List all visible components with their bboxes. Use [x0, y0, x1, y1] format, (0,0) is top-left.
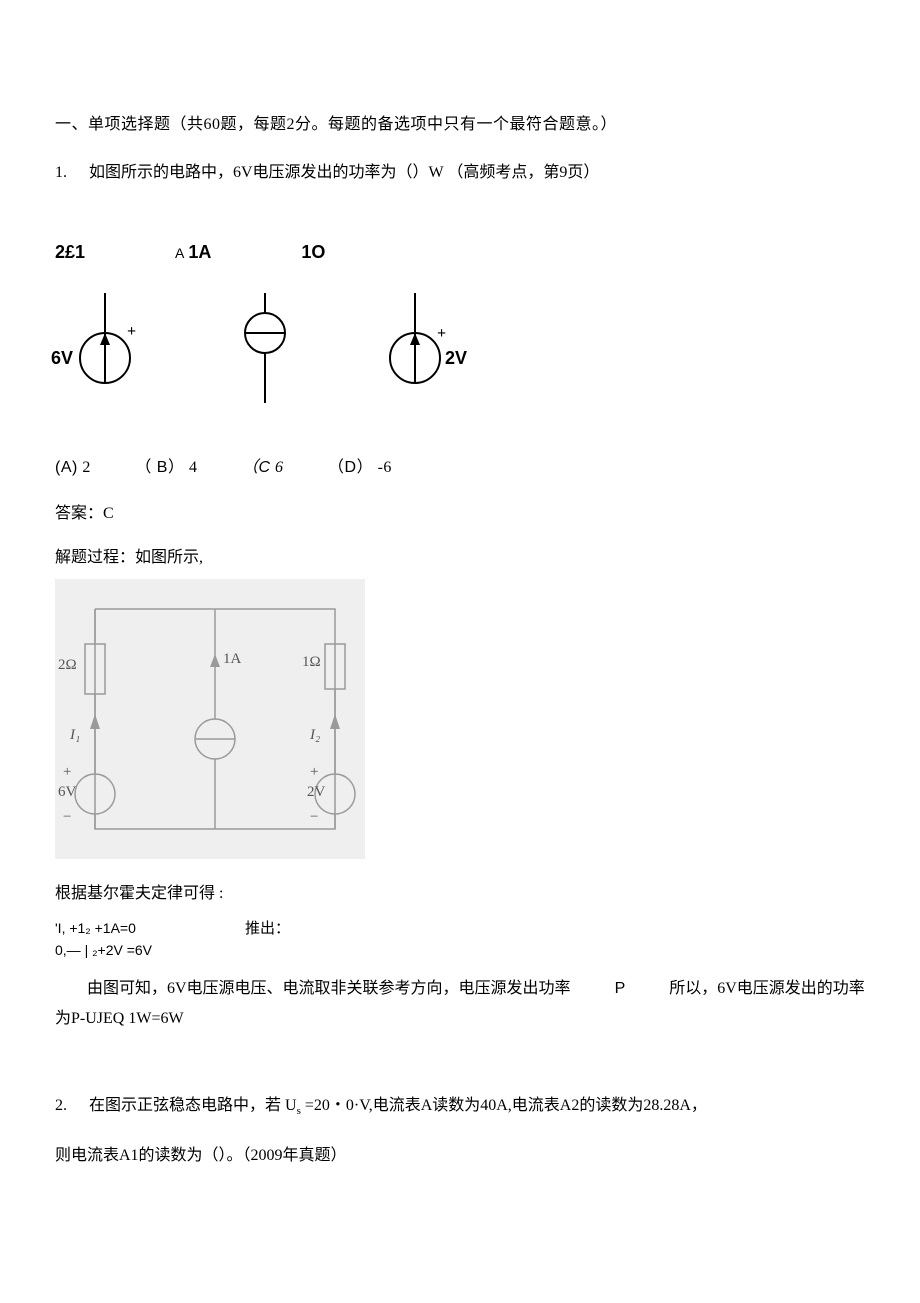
- equation-2: 0,— | ₂+2V =6V: [55, 942, 870, 958]
- diagram-1a: 1A: [223, 651, 241, 668]
- label-r2: 1O: [301, 242, 325, 263]
- diagram-vr-minus: −: [310, 809, 318, 826]
- option-d-label: （D）: [328, 459, 373, 476]
- option-c: （C 6: [242, 453, 284, 477]
- q2-text-b: =20・0·V,电流表A读数为40A,电流表A2的读数为28.28A，: [301, 1097, 707, 1114]
- q1-solution-label: 解题过程：如图所示,: [55, 543, 870, 567]
- q2-line2: 则电流表A1的读数为（）。（2009年真题）: [55, 1141, 870, 1165]
- q1-circuit-symbols: + 6V + 2V: [55, 293, 870, 413]
- label-i-prefix: A: [175, 245, 184, 261]
- option-c-val: 6: [275, 459, 284, 476]
- current-source-mid: [215, 293, 315, 413]
- kirchhoff-statement: 根据基尔霍夫定律可得 :: [55, 879, 870, 903]
- option-a-label: (A): [55, 459, 78, 476]
- voltage-source-right: + 2V: [375, 293, 475, 413]
- eq2-left: 0,— | ₂+2V =6V: [55, 942, 245, 958]
- conclusion-p: P: [615, 980, 626, 997]
- conclusion-a: 由图可知，6V电压源电压、电流取非关联参考方向，电压源发出功率: [87, 980, 571, 997]
- option-b-label: （ B）: [135, 459, 184, 476]
- value-6v: 6V: [51, 348, 73, 369]
- diagram-vl-val: 6V: [58, 784, 76, 801]
- q1-number: 1.: [55, 164, 85, 182]
- plus-icon: +: [437, 325, 446, 343]
- answer-label: 答案：: [55, 505, 103, 522]
- eq1-left: 'I, +1₂ +1A=0: [55, 920, 245, 936]
- q1-conclusion: 由图可知，6V电压源电压、电流取非关联参考方向，电压源发出功率 P 所以，6V电…: [55, 974, 870, 1035]
- q1-options: (A) 2 （ B） 4 （C 6 （D） -6: [55, 453, 870, 477]
- section-title: 一、单项选择题（共60题，每题2分。每题的备选项中只有一个最符合题意。）: [55, 110, 870, 134]
- q1-text: 如图所示的电路中，6V电压源发出的功率为（）W （高频考点，第9页）: [89, 164, 599, 181]
- option-a: (A) 2: [55, 459, 91, 477]
- answer-value: C: [103, 505, 114, 522]
- diagram-i2: I₂: [310, 727, 320, 744]
- q2-line1: 2. 在图示正弦稳态电路中，若 Us =20・0·V,电流表A读数为40A,电流…: [55, 1091, 870, 1117]
- diagram-r1: 2Ω: [58, 657, 77, 674]
- label-i: A1A: [175, 242, 211, 263]
- label-r1: 2£1: [55, 242, 85, 263]
- value-2v: 2V: [445, 348, 467, 369]
- q2-text-a: 在图示正弦稳态电路中，若 U: [89, 1097, 297, 1114]
- plus-icon: +: [127, 323, 136, 341]
- diagram-vl-plus: +: [63, 764, 71, 781]
- q2-number: 2.: [55, 1097, 85, 1115]
- label-i-val: 1A: [188, 242, 211, 262]
- equation-1: 'I, +1₂ +1A=0 推出：: [55, 917, 870, 938]
- q1-header: 1. 如图所示的电路中，6V电压源发出的功率为（）W （高频考点，第9页）: [55, 158, 870, 182]
- voltage-source-left: + 6V: [55, 293, 155, 413]
- option-d: （D） -6: [328, 453, 392, 477]
- option-c-label: （C: [242, 459, 271, 476]
- option-d-val: -6: [378, 459, 392, 476]
- q1-solution-diagram: 2Ω 1A 1Ω I₁ I₂ + 6V − + 2V −: [55, 579, 365, 859]
- diagram-vl-minus: −: [63, 809, 71, 826]
- diagram-vr-val: 2V: [307, 784, 325, 801]
- option-b: （ B） 4: [135, 453, 197, 477]
- option-b-val: 4: [189, 459, 198, 476]
- q1-answer: 答案：C: [55, 499, 870, 523]
- eq1-right: 推出：: [245, 917, 290, 938]
- option-a-val: 2: [82, 459, 91, 476]
- q1-circuit-labels: 2£1 A1A 1O: [55, 242, 870, 263]
- diagram-vr-plus: +: [310, 764, 318, 781]
- diagram-r2: 1Ω: [302, 654, 321, 671]
- diagram-i1: I₁: [70, 727, 80, 744]
